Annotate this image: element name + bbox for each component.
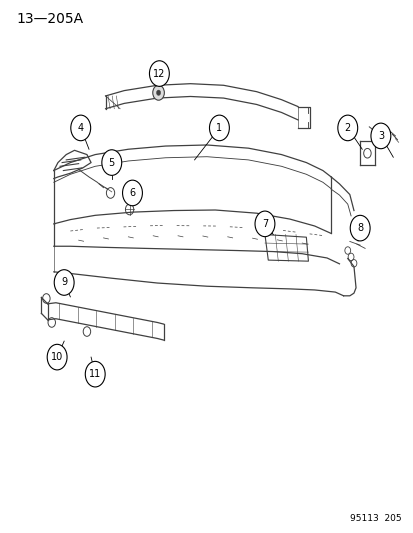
Text: 7: 7 <box>261 219 268 229</box>
Text: 95113  205: 95113 205 <box>349 514 401 523</box>
Text: 5: 5 <box>108 158 115 167</box>
Circle shape <box>152 85 164 100</box>
Text: 10: 10 <box>51 352 63 362</box>
Circle shape <box>85 361 105 387</box>
Circle shape <box>156 90 160 95</box>
Circle shape <box>254 211 274 237</box>
Circle shape <box>337 115 357 141</box>
Text: 9: 9 <box>61 278 67 287</box>
Text: 8: 8 <box>356 223 362 233</box>
Circle shape <box>349 215 369 241</box>
Circle shape <box>54 270 74 295</box>
Text: 1: 1 <box>216 123 222 133</box>
Circle shape <box>122 180 142 206</box>
Text: 11: 11 <box>89 369 101 379</box>
Circle shape <box>102 150 121 175</box>
Circle shape <box>149 61 169 86</box>
Circle shape <box>47 344 67 370</box>
Circle shape <box>370 123 390 149</box>
Text: 4: 4 <box>78 123 83 133</box>
Text: 13—205A: 13—205A <box>17 12 83 26</box>
Circle shape <box>71 115 90 141</box>
Text: 12: 12 <box>153 69 165 78</box>
Circle shape <box>209 115 229 141</box>
Text: 6: 6 <box>129 188 135 198</box>
Text: 2: 2 <box>344 123 350 133</box>
Text: 3: 3 <box>377 131 383 141</box>
